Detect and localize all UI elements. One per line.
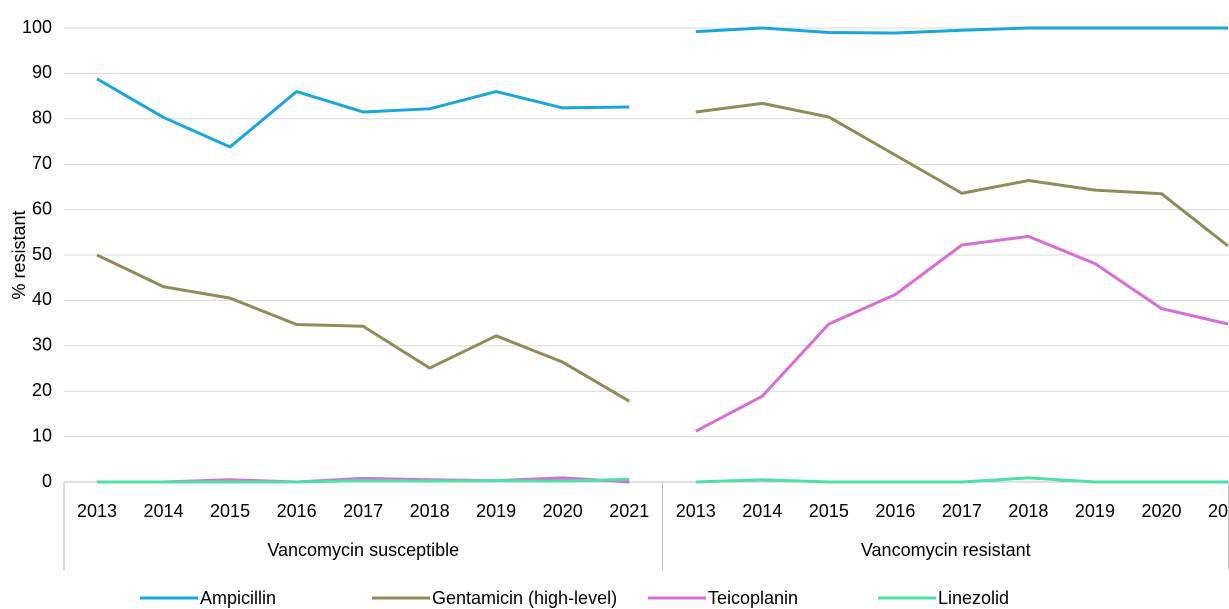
x-tick-label: 2014 [742, 501, 782, 521]
y-tick-label: 70 [32, 153, 52, 173]
x-tick-label: 2015 [809, 501, 849, 521]
legend-label: Linezolid [938, 588, 1009, 608]
x-tick-label: 2014 [144, 501, 184, 521]
x-tick-label: 2015 [210, 501, 250, 521]
legend-label: Teicoplanin [708, 588, 798, 608]
y-tick-label: 90 [32, 62, 52, 82]
x-tick-label: 2013 [676, 501, 716, 521]
series-line [695, 234, 1229, 433]
group-label: Vancomycin susceptible [267, 540, 459, 560]
series-line [96, 253, 630, 403]
x-tick-label: 2019 [1075, 501, 1115, 521]
y-tick-label: 20 [32, 380, 52, 400]
y-tick-label: 30 [32, 335, 52, 355]
x-tick-label: 2018 [410, 501, 450, 521]
x-tick-label: 2017 [942, 501, 982, 521]
series-line [695, 101, 1229, 248]
x-tick-label: 2020 [543, 501, 583, 521]
legend-label: Ampicillin [200, 588, 276, 608]
x-tick-label: 2016 [277, 501, 317, 521]
series-line [97, 477, 630, 484]
group-label: Vancomycin resistant [861, 540, 1031, 560]
y-tick-label: 80 [32, 108, 52, 128]
x-tick-label: 2018 [1008, 501, 1048, 521]
y-tick-label: 10 [32, 425, 52, 445]
x-tick-label: 2016 [875, 501, 915, 521]
x-tick-label: 2021 [1208, 501, 1229, 521]
series-line [695, 476, 1228, 484]
x-tick-label: 2021 [609, 501, 649, 521]
x-tick-label: 2020 [1141, 501, 1181, 521]
y-tick-label: 0 [42, 471, 52, 491]
x-tick-label: 2017 [343, 501, 383, 521]
y-tick-label: 60 [32, 198, 52, 218]
x-tick-label: 2013 [77, 501, 117, 521]
x-tick-label: 2019 [476, 501, 516, 521]
y-axis-label: % resistant [9, 210, 29, 299]
series-line [695, 26, 1228, 35]
series-line [96, 77, 630, 149]
y-tick-label: 50 [32, 244, 52, 264]
y-tick-label: 40 [32, 289, 52, 309]
legend-label: Gentamicin (high-level) [432, 588, 617, 608]
y-tick-label: 100 [22, 17, 52, 37]
